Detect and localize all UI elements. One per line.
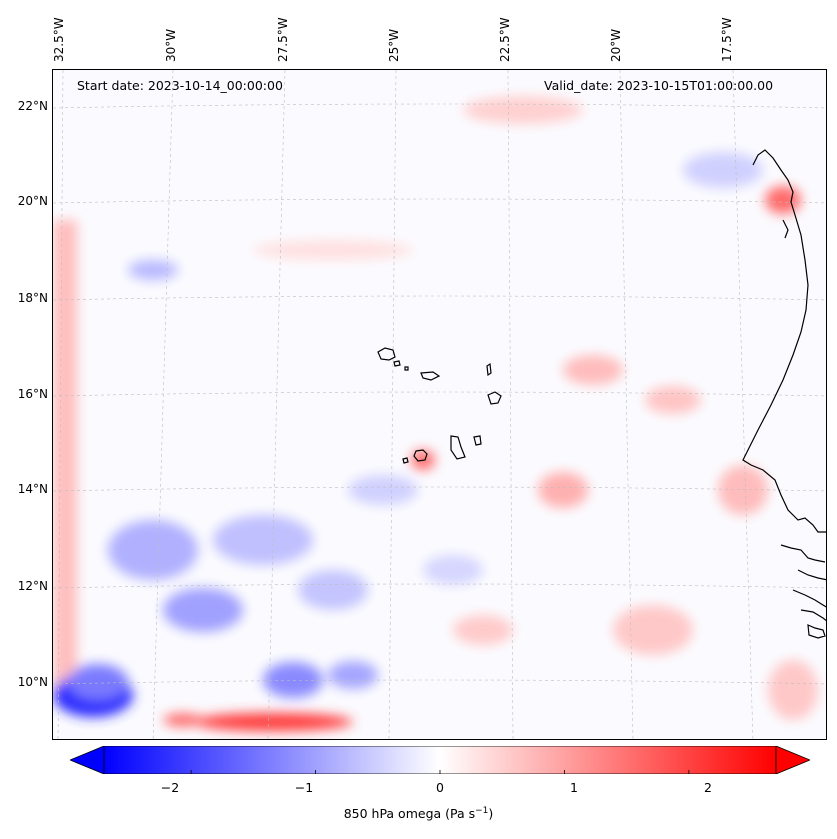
parallel-12n [53, 583, 826, 589]
omega-anomaly [213, 515, 313, 565]
island-sao-nicolau [420, 371, 441, 381]
colorbar [68, 745, 812, 775]
valid-date-annotation: Valid_date: 2023-10-15T01:00:00.00 [544, 78, 774, 93]
omega-field [53, 96, 818, 731]
island-boa-vista [487, 391, 502, 405]
parallel-18n [53, 295, 826, 301]
island-brava [402, 457, 409, 464]
colorbar-gradient [103, 745, 777, 775]
lon-label-27-5w: 27.5°W [276, 17, 290, 62]
island-fogo [413, 449, 428, 462]
lat-label-18n: 18°N [17, 291, 48, 305]
omega-anomaly [263, 662, 323, 698]
omega-anomaly [453, 615, 513, 645]
colorbar-label-close: ) [488, 806, 494, 822]
cape-verde-islands [377, 347, 502, 464]
lat-label-16n: 16°N [17, 387, 48, 401]
omega-anomaly [298, 570, 368, 610]
island-bijagos [807, 624, 826, 639]
omega-anomaly [193, 713, 353, 731]
colorbar-tick-label: 2 [704, 780, 712, 795]
meridian-30w [152, 70, 174, 739]
meridian-25w [388, 70, 397, 739]
graticule [53, 70, 826, 739]
colorbar-svg [68, 745, 812, 775]
lat-label-12n: 12°N [17, 579, 48, 593]
island-sao-vicente [393, 360, 401, 367]
coast-mauritania-senegal [742, 149, 826, 533]
colorbar-label: 850 hPa omega (Pa s−1) [0, 806, 837, 821]
island-sal [486, 362, 492, 377]
omega-anomaly [765, 186, 801, 214]
parallel-16n [53, 391, 826, 397]
lat-label-20n: 20°N [17, 194, 48, 208]
omega-anomaly [718, 465, 768, 515]
coast-gambia [780, 544, 826, 563]
omega-anomaly [163, 714, 203, 726]
omega-anomaly [163, 588, 243, 632]
parallel-14n [53, 486, 826, 492]
island-santiago [450, 435, 466, 460]
island-santo-antao [377, 347, 396, 361]
island-maio [473, 435, 482, 446]
omega-anomaly [463, 96, 583, 124]
lon-label-22-5w: 22.5°W [498, 17, 512, 62]
colorbar-tick-label: −2 [160, 780, 180, 795]
island-santa-luzia [404, 366, 409, 371]
colorbar-label-sup: −1 [475, 806, 489, 816]
omega-map [52, 69, 827, 740]
coast-casamance [797, 569, 826, 581]
meridian-32-5w [57, 70, 64, 739]
omega-anomaly [563, 355, 623, 385]
omega-anomaly [683, 152, 763, 188]
omega-anomaly [253, 240, 413, 260]
parallel-20n [53, 198, 826, 204]
coast-bijagos [800, 609, 826, 622]
omega-anomaly [328, 661, 378, 689]
colorbar-tick-label: 1 [570, 780, 578, 795]
lon-label-20w: 20°W [609, 28, 623, 62]
colorbar-ticks [190, 770, 690, 774]
omega-anomaly [613, 605, 693, 655]
lat-label-14n: 14°N [17, 482, 48, 496]
omega-anomaly [538, 472, 588, 508]
lon-label-17-5w: 17.5°W [720, 17, 734, 62]
meridian-20w [619, 70, 634, 739]
omega-field-svg [53, 70, 826, 739]
omega-anomaly [423, 555, 483, 585]
coast-guinea-bissau [792, 589, 826, 608]
colorbar-label-text: 850 hPa omega (Pa s [343, 806, 476, 822]
colorbar-extend-low [68, 745, 105, 775]
lat-label-10n: 10°N [17, 675, 48, 689]
meridian-27-5w [267, 70, 286, 739]
omega-anomaly [768, 660, 818, 720]
meridian-22-5w [507, 70, 514, 739]
lat-label-22n: 22°N [17, 99, 48, 113]
omega-anomaly [68, 664, 128, 700]
lon-label-30w: 30°W [164, 28, 178, 62]
colorbar-extend-high [775, 745, 812, 775]
africa-coastline [742, 149, 826, 639]
omega-anomaly [348, 475, 418, 505]
omega-anomaly [128, 260, 178, 280]
parallel-22n [53, 103, 826, 109]
lon-label-25w: 25°W [387, 28, 401, 62]
colorbar-tick-label: −1 [294, 780, 314, 795]
start-date-annotation: Start date: 2023-10-14_00:00:00 [77, 78, 283, 93]
coast-banc-arguin [782, 219, 789, 239]
omega-anomaly [645, 386, 701, 414]
colorbar-tick-label: 0 [436, 780, 444, 795]
parallel-10n [53, 679, 826, 685]
lon-label-32-5w: 32.5°W [52, 17, 66, 62]
boundary-strip-west [53, 220, 77, 700]
omega-anomaly [108, 520, 198, 580]
meridian-17-5w [732, 70, 754, 739]
